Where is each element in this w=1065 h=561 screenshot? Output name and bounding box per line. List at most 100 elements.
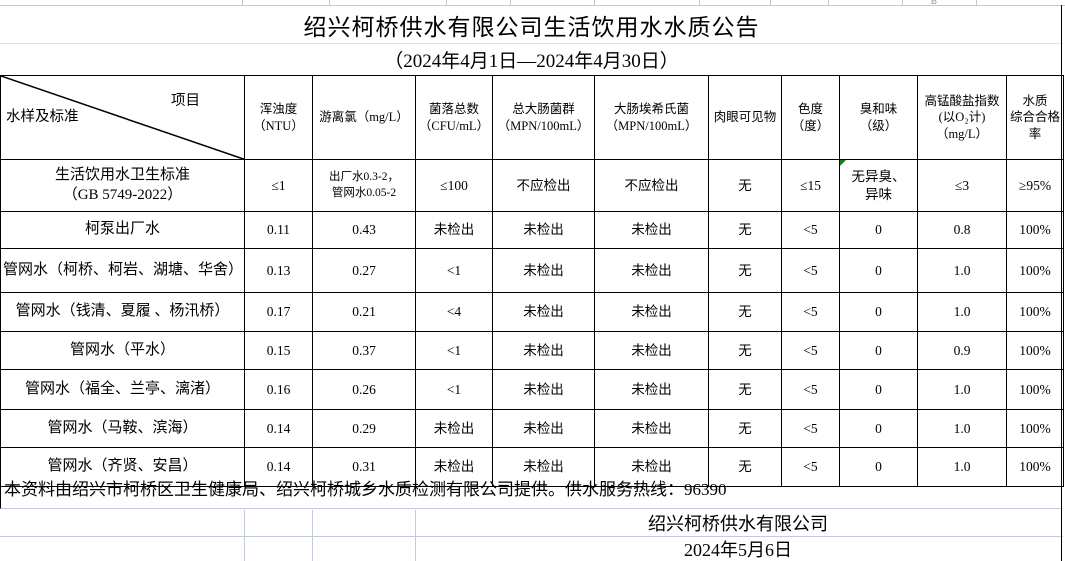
- table-cell: 未检出: [594, 331, 709, 371]
- row-label: 管网水（齐贤、安昌）: [0, 447, 245, 488]
- column-header: 总大肠菌群 （MPN/100mL）: [492, 74, 595, 161]
- provider-note: 本资料由绍兴市柯桥区卫生健康局、绍兴柯桥城乡水质检测有限公司提供。供水服务热线：…: [0, 466, 1063, 509]
- table-cell: 未检出: [594, 211, 709, 250]
- table-cell: 0: [839, 447, 918, 488]
- table-cell: 1.0: [917, 447, 1007, 488]
- table-cell: 无: [708, 248, 782, 294]
- table-cell: 0.14: [244, 447, 313, 488]
- table-cell: 100%: [1006, 211, 1064, 250]
- gridline-tick: [594, 0, 595, 5]
- row-label: 管网水（平水）: [0, 331, 245, 371]
- table-cell: 0.11: [244, 211, 313, 250]
- table-cell: 0.8: [917, 211, 1007, 250]
- table-cell: <5: [781, 248, 840, 294]
- table-cell: 100%: [1006, 248, 1064, 294]
- gridline-tick: [770, 0, 771, 5]
- gridline: [244, 537, 245, 561]
- table-cell: ≤3: [917, 159, 1007, 213]
- table-cell: 0.27: [312, 248, 416, 294]
- table-cell: <5: [781, 409, 840, 449]
- company-name: 绍兴柯桥供水有限公司: [648, 514, 828, 534]
- table-cell: 不应检出: [492, 159, 595, 213]
- table-cell: 1.0: [917, 369, 1007, 411]
- column-header: 臭和味 （级）: [839, 74, 918, 161]
- table-cell: <5: [781, 292, 840, 333]
- table-cell: 未检出: [415, 409, 493, 449]
- standard-row: 生活饮用水卫生标准 （GB 5749-2022） ≤1 出厂水0.3-2， 管网水0…: [0, 159, 1064, 213]
- table-cell: <5: [781, 331, 840, 371]
- gridline-tick: [699, 0, 700, 5]
- gridline-tick: [242, 0, 243, 5]
- table-cell: 1.0: [917, 409, 1007, 449]
- header-row: 项目 水样及标准 浑浊度 （NTU） 游离氯（mg/L） 菌落总数 （CFU/mL）…: [0, 74, 1064, 161]
- table-cell: 100%: [1006, 331, 1064, 371]
- table-cell: 未检出: [492, 409, 595, 449]
- table-cell: 未检出: [594, 447, 709, 488]
- table-cell: 无: [708, 292, 782, 333]
- table-row: 管网水（马鞍、滨海） 0.14 0.29 未检出 未检出 未检出无 <5 0 1.0 100%: [0, 409, 1064, 449]
- gridline: [415, 537, 416, 561]
- table-cell: <5: [781, 369, 840, 411]
- comment-indicator-icon: [840, 160, 846, 167]
- table-row: 管网水（平水） 0.15 0.37 <1 未检出 未检出无 <5 0 0.9 100%: [0, 331, 1064, 371]
- page-title: 绍兴柯桥供水有限公司生活饮用水水质公告: [0, 6, 1063, 44]
- table-cell: 出厂水0.3-2， 管网水0.05-2: [312, 159, 416, 213]
- top-grid-strip: B: [0, 0, 1065, 6]
- table-cell: 0.16: [244, 369, 313, 411]
- table-cell: ≤1: [244, 159, 313, 213]
- column-letter: B: [931, 0, 938, 6]
- table-cell: ≤100: [415, 159, 493, 213]
- table-cell: 未检出: [594, 409, 709, 449]
- column-header: 色度 （度）: [781, 74, 840, 161]
- gridline: [415, 510, 416, 536]
- table-cell: 0.15: [244, 331, 313, 371]
- table-cell: 无: [708, 159, 782, 213]
- table-cell: 0.29: [312, 409, 416, 449]
- table-row: 管网水（柯桥、柯岩、湖塘、华舍） 0.13 0.27 <1 未检出 未检出无 <5 0 1.0 1…: [0, 248, 1064, 294]
- table-cell: 0.43: [312, 211, 416, 250]
- table-cell: 0: [839, 211, 918, 250]
- row-label: 管网水（福全、兰亭、漓渚）: [0, 369, 245, 411]
- column-header: 浑浊度 （NTU）: [244, 74, 313, 161]
- diagonal-divider: [1, 76, 244, 159]
- publish-date: 2024年5月6日: [684, 540, 792, 560]
- column-header: 大肠埃希氏菌 （MPN/100mL）: [594, 74, 709, 161]
- column-header: 肉眼可见物: [708, 74, 782, 161]
- gridline-tick: [902, 0, 903, 5]
- table-cell: 0: [839, 409, 918, 449]
- table-cell: 未检出: [594, 248, 709, 294]
- table-row: 管网水（齐贤、安昌） 0.14 0.31 未检出 未检出 未检出无 <5 0 1.0 100%: [0, 447, 1064, 488]
- table-cell: 100%: [1006, 292, 1064, 333]
- gridline-tick: [510, 0, 511, 5]
- table-row: 柯泵出厂水 0.11 0.43 未检出 未检出 未检出无 <5 0 0.8 100%: [0, 211, 1064, 250]
- table-cell: 未检出: [492, 248, 595, 294]
- table-cell: 0: [839, 369, 918, 411]
- table-cell: 不应检出: [594, 159, 709, 213]
- gridline: [312, 510, 313, 536]
- table-cell: 0: [839, 331, 918, 371]
- table-cell: 未检出: [594, 369, 709, 411]
- signature-company-row: 绍兴柯桥供水有限公司: [0, 510, 1063, 537]
- table-cell: <1: [415, 331, 493, 371]
- gridline-tick: [329, 0, 330, 5]
- corner-label-sample: 水样及标准: [6, 109, 79, 125]
- table-cell: 未检出: [594, 292, 709, 333]
- table-cell: 0.9: [917, 331, 1007, 371]
- signature-date-row: 2024年5月6日: [0, 537, 1063, 561]
- gridline-tick: [446, 0, 447, 5]
- date-range-subtitle: （2024年4月1日—2024年4月30日）: [384, 51, 679, 72]
- table-cell: 100%: [1006, 409, 1064, 449]
- gridline-tick: [976, 0, 977, 5]
- table-cell: 1.0: [917, 292, 1007, 333]
- table-cell: ≥95%: [1006, 159, 1064, 213]
- table-cell: 无: [708, 331, 782, 371]
- table-cell: 0: [839, 292, 918, 333]
- table-cell: 无异臭、 异味: [839, 159, 918, 213]
- table-cell: 无: [708, 369, 782, 411]
- table-cell: 无: [708, 409, 782, 449]
- table-cell: 未检出: [415, 447, 493, 488]
- table-cell: <4: [415, 292, 493, 333]
- row-label: 管网水（马鞍、滨海）: [0, 409, 245, 449]
- table-cell: 未检出: [492, 447, 595, 488]
